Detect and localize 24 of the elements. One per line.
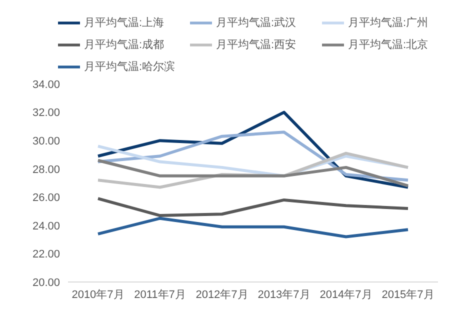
- legend-label: 月平均气温:北京: [348, 38, 430, 52]
- y-tick-label: 24.00: [32, 220, 60, 232]
- legend-label: 月平均气温:武汉: [216, 16, 298, 30]
- x-tick-label: 2013年7月: [258, 288, 310, 301]
- line-series: [96, 197, 410, 218]
- legend-label: 月平均气温:哈尔滨: [84, 60, 176, 74]
- y-tick-label: 32.00: [32, 107, 60, 120]
- line-series: [96, 216, 410, 238]
- x-tick-label: 2010年7月: [72, 288, 124, 301]
- y-tick-label: 20.00: [32, 276, 60, 289]
- x-tick-label: 2012年7月: [196, 288, 248, 301]
- legend-label: 月平均气温:广州: [348, 16, 430, 30]
- y-tick-label: 26.00: [32, 192, 60, 204]
- x-tick-label: 2014年7月: [320, 288, 372, 301]
- line-series: [96, 158, 410, 188]
- x-tick-label: 2011年7月: [134, 288, 186, 301]
- y-tick-label: 30.00: [32, 135, 60, 148]
- y-tick-label: 28.00: [32, 164, 60, 176]
- y-tick-label: 34.00: [32, 78, 60, 91]
- y-tick-label: 22.00: [32, 248, 60, 261]
- legend-label: 月平均气温:上海: [84, 16, 166, 30]
- legend-label: 月平均气温:成都: [84, 38, 166, 52]
- x-tick-label: 2015年7月: [382, 288, 434, 301]
- legend-label: 月平均气温:西安: [216, 38, 298, 52]
